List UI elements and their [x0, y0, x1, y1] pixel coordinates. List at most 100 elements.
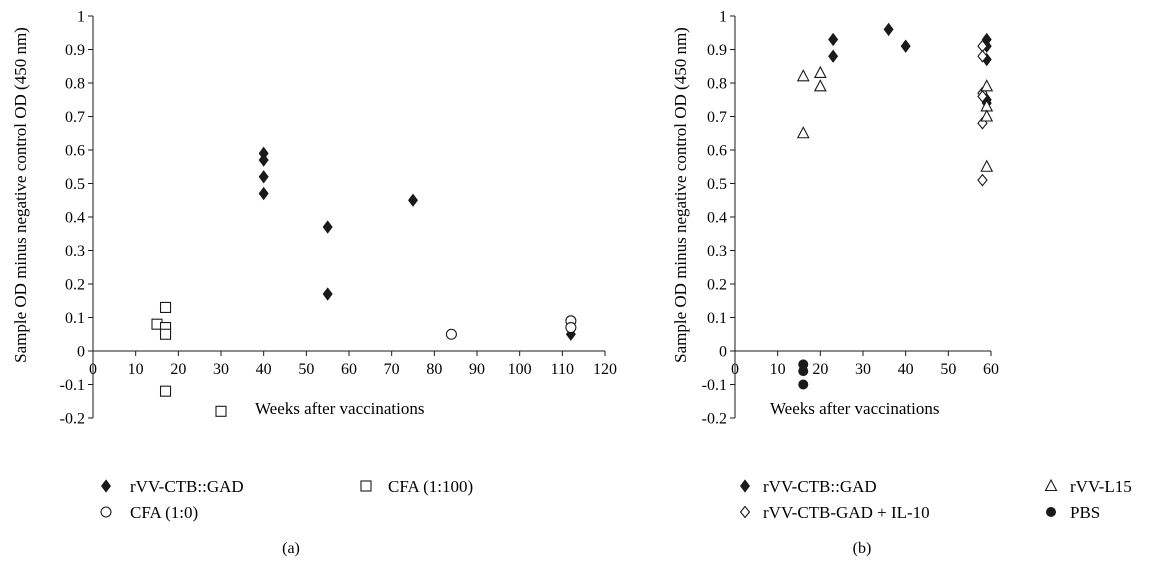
legend-marker: [100, 506, 112, 518]
panel-a-legend: rVV-CTB::GAD CFA (1:100) CFA (1:0): [100, 477, 473, 522]
y-tick-label: 0.7: [707, 109, 727, 126]
panel-a-x-axis-label: Weeks after vaccinations: [255, 399, 425, 418]
x-tick-label: 40: [898, 361, 914, 378]
x-tick-label: 120: [593, 361, 617, 378]
y-tick-label: 0.3: [707, 243, 727, 260]
x-tick-label: 20: [812, 361, 828, 378]
x-tick-label: 90: [469, 361, 485, 378]
panel-a-y-axis-label: Sample OD minus negative control OD (450…: [11, 27, 30, 363]
y-tick-label: 0.5: [65, 176, 85, 193]
legend-label: rVV-CTB::GAD: [130, 477, 244, 496]
y-tick-label: 0.3: [65, 243, 85, 260]
data-point: [828, 32, 839, 47]
y-tick-label: 0.6: [65, 143, 85, 160]
y-tick-label: 0.9: [65, 42, 85, 59]
panel-b-label: (b): [853, 540, 872, 557]
legend-marker-symbol: [360, 480, 372, 492]
panel-b-y-axis-label: Sample OD minus negative control OD (450…: [671, 27, 690, 363]
x-tick-label: 0: [89, 361, 97, 378]
data-point: [322, 287, 333, 301]
x-tick-label: 20: [170, 361, 186, 378]
legend-marker-symbol: [100, 506, 112, 518]
data-point: [977, 49, 988, 63]
x-tick-label: 110: [551, 361, 574, 378]
y-tick-label: 0: [719, 344, 727, 361]
legend-label: CFA (1:100): [388, 477, 473, 496]
data-point: [813, 79, 827, 92]
y-tick-label: 0.2: [65, 277, 85, 294]
data-point: [883, 22, 894, 37]
x-tick-label: 10: [770, 361, 786, 378]
legend-item-rvv-ctb-gad-b: rVV-CTB::GAD: [740, 477, 877, 496]
legend-marker-symbol: [740, 479, 750, 493]
x-tick-label: 0: [731, 361, 739, 378]
data-point: [258, 186, 269, 201]
y-tick-label: -0.2: [702, 411, 727, 428]
y-tick-label: 0.1: [707, 310, 727, 327]
panel-a-label: (a): [282, 540, 300, 557]
y-tick-label: 0: [77, 344, 85, 361]
data-point: [796, 69, 810, 82]
legend-marker: [739, 505, 751, 519]
y-tick-label: -0.1: [60, 377, 85, 394]
legend-marker: [101, 479, 111, 493]
y-tick-label: 0.5: [707, 176, 727, 193]
y-tick-label: 0.1: [65, 310, 85, 327]
legend-label: rVV-CTB::GAD: [763, 477, 877, 496]
legend-marker: [1046, 507, 1056, 517]
legend-item-rvv-l15: rVV-L15: [1044, 477, 1132, 496]
panel-a-axes: -0.2-0.100.10.20.30.40.50.60.70.80.910 10…: [60, 9, 617, 428]
y-tick-label: 0.4: [707, 210, 727, 227]
legend-marker: [740, 479, 750, 493]
x-tick-label: 10: [128, 361, 144, 378]
y-tick-label: -0.2: [60, 411, 85, 428]
legend-item-cfa-1-100: CFA (1:100): [360, 477, 473, 496]
data-point: [159, 301, 172, 314]
y-tick-label: 0.2: [707, 277, 727, 294]
legend-marker: [1044, 478, 1058, 492]
y-tick-label: 0.8: [707, 76, 727, 93]
data-point: [258, 170, 269, 184]
data-point: [980, 79, 994, 92]
y-tick-label: -0.1: [702, 377, 727, 394]
data-point: [828, 49, 839, 63]
panel-b-axes: -0.2-0.100.10.20.30.40.50.60.70.80.910 10…: [702, 9, 999, 428]
data-point: [900, 39, 911, 53]
panel-b-x-axis-label: Weeks after vaccinations: [770, 399, 940, 418]
x-tick-label: 30: [855, 361, 871, 378]
legend-marker-symbol: [1046, 507, 1056, 517]
data-point: [258, 153, 269, 167]
legend-marker-symbol: [1044, 478, 1058, 492]
data-point: [813, 65, 827, 78]
panel-a: -0.2-0.100.10.20.30.40.50.60.70.80.910 10…: [11, 9, 617, 558]
data-point: [159, 328, 172, 340]
y-tick-label: 0.4: [65, 210, 85, 227]
x-tick-label: 80: [426, 361, 442, 378]
data-point: [977, 173, 988, 187]
legend-marker: [360, 480, 372, 492]
y-tick-label: 0.8: [65, 76, 85, 93]
panel-b: -0.2-0.100.10.20.30.40.50.60.70.80.910 10…: [671, 9, 1132, 558]
data-point: [159, 385, 172, 397]
panel-b-marks: [796, 22, 994, 390]
y-tick-label: 1: [77, 9, 85, 26]
legend-item-rvv-ctb-gad-a: rVV-CTB::GAD: [101, 477, 244, 496]
x-tick-label: 60: [983, 361, 999, 378]
data-point: [798, 366, 809, 377]
legend-item-pbs: PBS: [1046, 503, 1100, 522]
data-point: [977, 90, 988, 103]
data-point: [565, 321, 577, 334]
data-point: [322, 220, 333, 234]
data-point: [408, 193, 418, 207]
data-point: [980, 109, 994, 122]
y-tick-label: 0.7: [65, 109, 85, 126]
data-point: [445, 328, 457, 340]
y-tick-label: 0.9: [707, 42, 727, 59]
panel-b-legend: rVV-CTB::GAD rVV-CTB-GAD + IL-10 rVV-L15…: [739, 477, 1132, 522]
data-point: [796, 126, 810, 139]
legend-label: rVV-L15: [1070, 477, 1132, 496]
data-point: [980, 159, 994, 172]
x-tick-label: 70: [384, 361, 400, 378]
x-tick-label: 60: [341, 361, 357, 378]
